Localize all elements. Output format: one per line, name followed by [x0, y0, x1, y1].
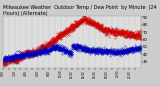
Text: Milwaukee Weather  Outdoor Temp / Dew Point  by Minute  (24 Hours) (Alternate): Milwaukee Weather Outdoor Temp / Dew Poi…: [3, 5, 157, 16]
